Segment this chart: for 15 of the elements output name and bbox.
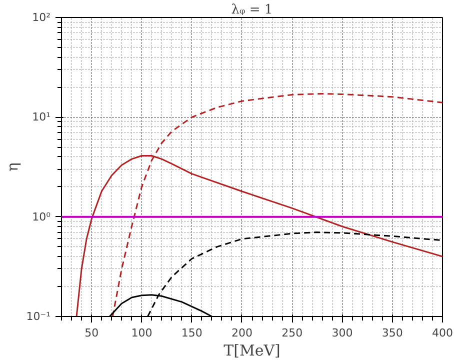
chart-title: λᵩ = 1 xyxy=(231,2,273,18)
x-tick-label: 400 xyxy=(432,326,453,340)
x-tick-label: 250 xyxy=(282,326,303,340)
x-tick-label: 300 xyxy=(332,326,353,340)
y-tick-label: 10¹ xyxy=(32,110,51,124)
y-tick-label: 10⁰ xyxy=(32,210,52,224)
y-axis-title: η xyxy=(3,162,22,172)
y-tick-label: 10² xyxy=(32,11,51,24)
x-tick-label: 50 xyxy=(84,326,99,340)
x-tick-label: 100 xyxy=(131,326,152,340)
x-tick-label: 350 xyxy=(382,326,403,340)
x-tick-label: 150 xyxy=(181,326,202,340)
x-axis-title: T[MeV] xyxy=(224,342,280,360)
x-tick-label: 200 xyxy=(231,326,252,340)
y-tick-label: 10⁻¹ xyxy=(26,310,51,323)
